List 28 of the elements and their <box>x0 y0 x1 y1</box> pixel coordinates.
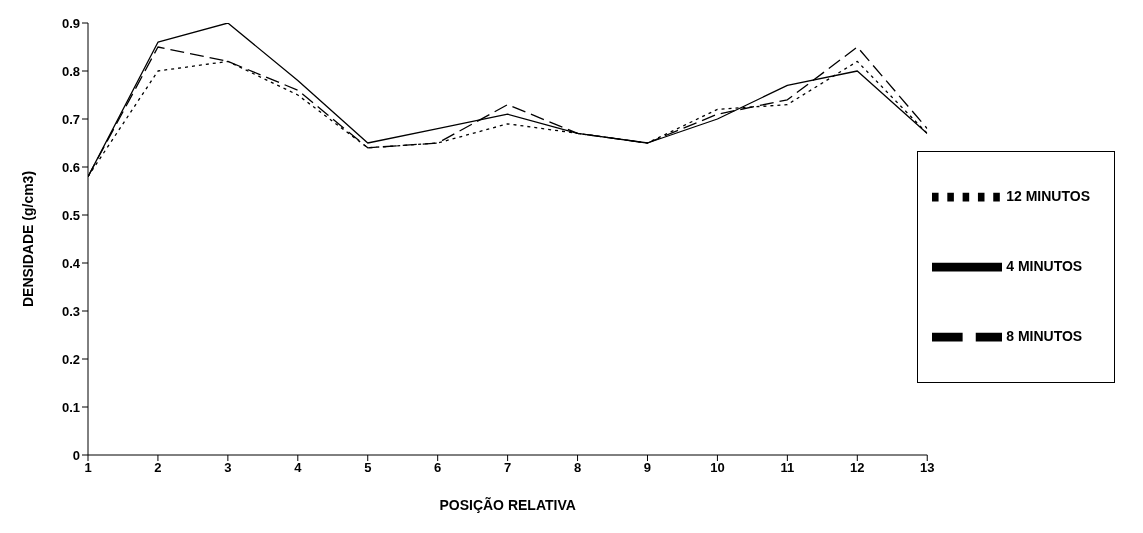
x-tick-label: 8 <box>573 460 582 476</box>
x-tick-label: 9 <box>643 460 652 476</box>
legend-label: 8 MINUTOS <box>1006 327 1083 344</box>
legend-label: 12 MINUTOS <box>1006 187 1090 204</box>
y-tick-label: 0.7 <box>61 111 80 127</box>
x-tick-label: 12 <box>850 460 865 476</box>
y-tick-label: 0.6 <box>61 159 80 175</box>
x-axis-title: POSIÇÃO RELATIVA <box>439 496 576 513</box>
x-tick-label: 2 <box>154 460 162 476</box>
y-tick-label: 0.1 <box>61 399 80 415</box>
y-tick-label: 0.4 <box>61 255 81 271</box>
x-tick-label: 7 <box>504 460 512 476</box>
y-axis-title: DENSIDADE (g/cm3) <box>19 170 36 308</box>
x-tick-label: 3 <box>224 460 232 476</box>
x-tick-label: 5 <box>364 460 372 476</box>
x-tick-label: 4 <box>294 460 303 476</box>
y-tick-label: 0.8 <box>61 63 80 79</box>
x-tick-label: 1 <box>84 460 92 476</box>
y-tick-label: 0.3 <box>61 303 80 319</box>
y-tick-label: 0.2 <box>61 351 80 367</box>
legend-label: 4 MINUTOS <box>1006 257 1083 274</box>
x-tick-label: 13 <box>920 460 935 476</box>
y-tick-label: 0.5 <box>61 207 80 223</box>
x-tick-label: 10 <box>710 460 725 476</box>
x-tick-label: 6 <box>434 460 442 476</box>
x-tick-label: 11 <box>780 460 795 476</box>
y-tick-label: 0 <box>72 447 80 463</box>
y-tick-label: 0.9 <box>61 15 80 31</box>
